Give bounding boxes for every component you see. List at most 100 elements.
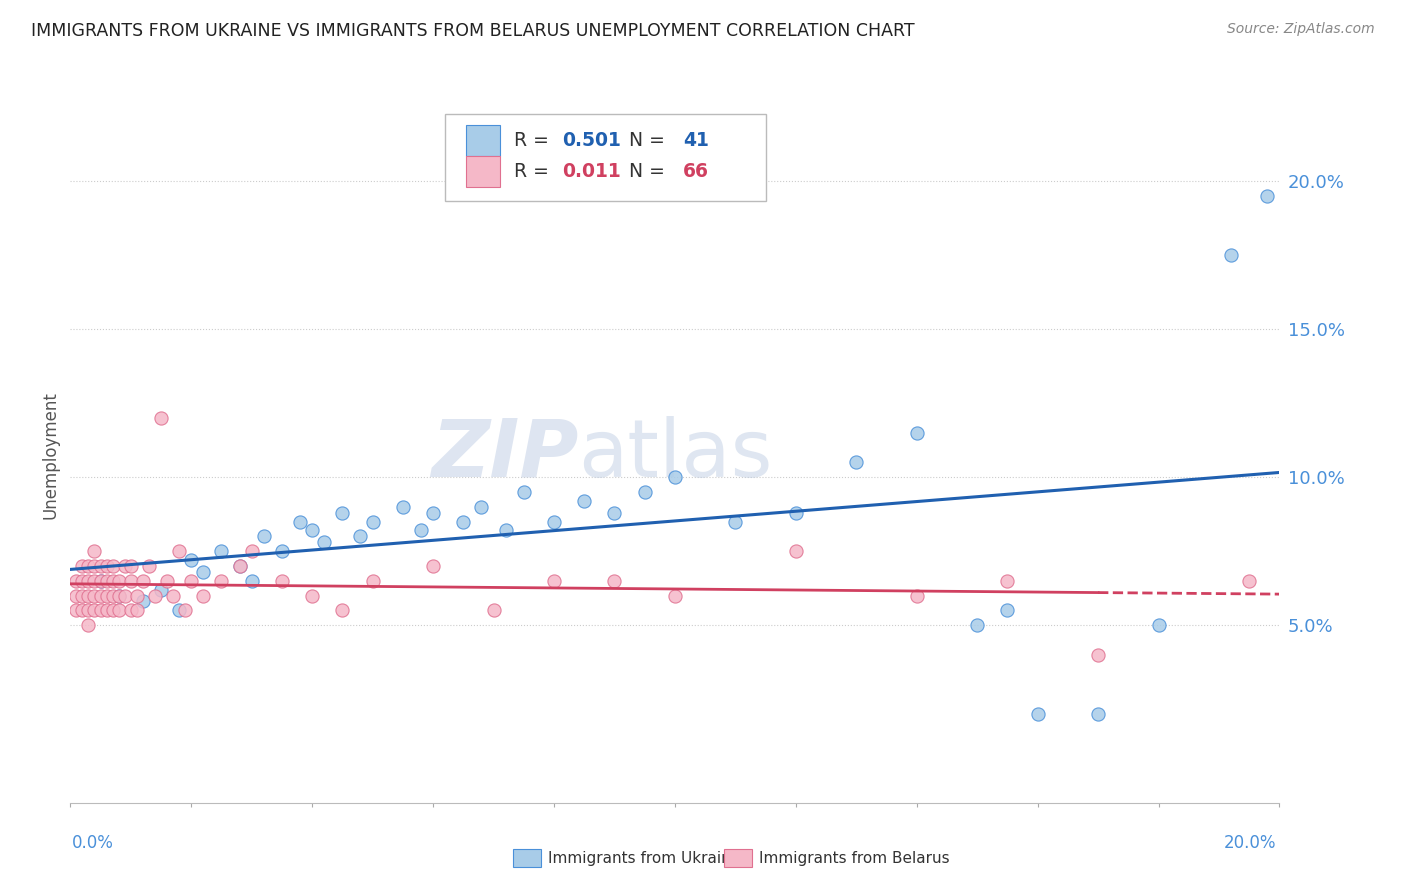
Text: 0.011: 0.011 xyxy=(562,162,621,181)
Text: Immigrants from Belarus: Immigrants from Belarus xyxy=(759,851,950,865)
Y-axis label: Unemployment: Unemployment xyxy=(41,391,59,519)
Point xyxy=(603,506,626,520)
Text: 66: 66 xyxy=(683,162,710,181)
Point xyxy=(314,535,336,549)
Point xyxy=(543,515,565,529)
Point xyxy=(77,589,100,603)
FancyBboxPatch shape xyxy=(446,114,765,201)
Text: Immigrants from Ukraine: Immigrants from Ukraine xyxy=(548,851,741,865)
Point xyxy=(72,558,94,573)
Point xyxy=(240,574,263,588)
Point xyxy=(120,558,142,573)
Point xyxy=(513,484,536,499)
Point xyxy=(107,603,129,617)
Point xyxy=(90,574,111,588)
Point xyxy=(132,574,155,588)
Point xyxy=(211,544,233,558)
Point xyxy=(107,589,129,603)
Point xyxy=(101,603,124,617)
Point xyxy=(83,544,105,558)
Point xyxy=(332,603,354,617)
Point xyxy=(156,574,179,588)
Point xyxy=(391,500,415,514)
Point xyxy=(72,574,94,588)
Point xyxy=(253,529,276,543)
Point xyxy=(125,589,148,603)
Point xyxy=(107,574,129,588)
Point xyxy=(482,603,505,617)
Text: 0.501: 0.501 xyxy=(562,131,621,150)
Point xyxy=(162,589,184,603)
Point xyxy=(1239,574,1261,588)
Point xyxy=(240,544,263,558)
Text: Source: ZipAtlas.com: Source: ZipAtlas.com xyxy=(1227,22,1375,37)
Point xyxy=(845,455,868,469)
Point xyxy=(574,493,596,508)
Point xyxy=(349,529,371,543)
Point xyxy=(1087,706,1109,721)
Point xyxy=(228,558,250,573)
Point xyxy=(211,574,233,588)
Point xyxy=(664,470,686,484)
Point xyxy=(138,558,160,573)
Point xyxy=(995,574,1018,588)
Point xyxy=(167,544,190,558)
Point xyxy=(785,544,807,558)
Point xyxy=(422,558,444,573)
Point xyxy=(966,618,988,632)
Point xyxy=(180,553,202,567)
Text: 41: 41 xyxy=(683,131,709,150)
Point xyxy=(107,589,129,603)
Text: 20.0%: 20.0% xyxy=(1225,834,1277,852)
Point xyxy=(1147,618,1170,632)
Point xyxy=(288,515,311,529)
Point xyxy=(114,589,136,603)
Point xyxy=(270,544,294,558)
Point xyxy=(174,603,197,617)
Point xyxy=(72,603,94,617)
Point xyxy=(543,574,565,588)
FancyBboxPatch shape xyxy=(465,156,499,187)
Point xyxy=(905,589,928,603)
Point xyxy=(332,506,354,520)
Point xyxy=(83,589,105,603)
Point xyxy=(422,506,444,520)
Point xyxy=(83,603,105,617)
Point xyxy=(905,425,928,440)
Point xyxy=(65,574,87,588)
Point xyxy=(1087,648,1109,662)
Text: N =: N = xyxy=(617,131,671,150)
Point xyxy=(77,618,100,632)
Point xyxy=(1220,248,1243,262)
Point xyxy=(120,574,142,588)
Point xyxy=(724,515,747,529)
Text: atlas: atlas xyxy=(578,416,772,494)
Point xyxy=(1256,189,1278,203)
Point xyxy=(114,558,136,573)
Point xyxy=(453,515,475,529)
Point xyxy=(96,574,118,588)
Point xyxy=(90,603,111,617)
Text: IMMIGRANTS FROM UKRAINE VS IMMIGRANTS FROM BELARUS UNEMPLOYMENT CORRELATION CHAR: IMMIGRANTS FROM UKRAINE VS IMMIGRANTS FR… xyxy=(31,22,914,40)
Point xyxy=(270,574,294,588)
Point xyxy=(90,558,111,573)
Point xyxy=(495,524,517,538)
Point xyxy=(361,515,384,529)
Text: ZIP: ZIP xyxy=(430,416,578,494)
Point xyxy=(193,589,215,603)
Point xyxy=(77,603,100,617)
Point xyxy=(72,589,94,603)
Point xyxy=(470,500,492,514)
Point xyxy=(90,589,111,603)
Point xyxy=(193,565,215,579)
Point xyxy=(101,589,124,603)
Point xyxy=(301,524,323,538)
Point xyxy=(150,582,172,597)
Point xyxy=(96,558,118,573)
Point xyxy=(167,603,190,617)
Point xyxy=(228,558,250,573)
Point xyxy=(83,558,105,573)
Point xyxy=(90,574,111,588)
Point xyxy=(101,574,124,588)
Point xyxy=(785,506,807,520)
